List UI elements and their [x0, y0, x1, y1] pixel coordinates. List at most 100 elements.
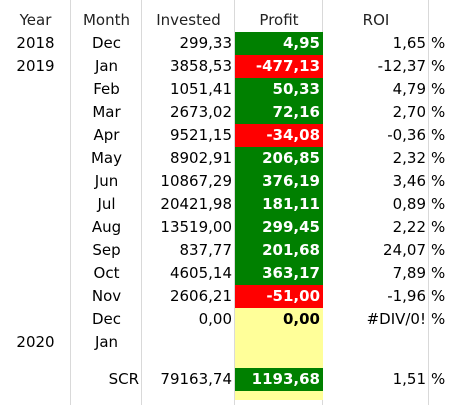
- cell-month[interactable]: May: [90, 149, 122, 167]
- summary-roi[interactable]: 1,51: [392, 370, 426, 388]
- cell-month[interactable]: Jul: [97, 195, 116, 213]
- cell-profit[interactable]: -477,13: [235, 55, 323, 78]
- cell-invested[interactable]: 3858,53: [169, 57, 232, 75]
- cell-month[interactable]: Mar: [92, 103, 121, 121]
- cell-invested[interactable]: 9521,15: [169, 126, 232, 144]
- cell-invested[interactable]: 837,77: [179, 241, 233, 259]
- cell-profit[interactable]: 376,19: [235, 170, 323, 193]
- cell-profit[interactable]: [235, 331, 323, 354]
- cell-percent-sign[interactable]: %: [431, 149, 446, 167]
- cell-percent-sign[interactable]: %: [431, 241, 446, 259]
- cell-year[interactable]: 2019: [16, 57, 55, 75]
- cell-month[interactable]: Dec: [91, 310, 122, 328]
- cell-percent-sign[interactable]: %: [431, 103, 446, 121]
- cell-percent-sign[interactable]: %: [431, 172, 446, 190]
- cell-month[interactable]: Oct: [93, 264, 120, 282]
- cell-invested[interactable]: 1051,41: [169, 80, 232, 98]
- cell-year[interactable]: [0, 285, 71, 308]
- cell-percent-sign[interactable]: %: [431, 264, 446, 282]
- cell-roi[interactable]: 0,89: [392, 195, 426, 213]
- cell-invested[interactable]: [142, 331, 235, 354]
- cell-roi[interactable]: 4,79: [392, 80, 426, 98]
- cell-invested[interactable]: 10867,29: [160, 172, 232, 190]
- cell-invested[interactable]: 299,33: [179, 34, 233, 52]
- cell-month[interactable]: Jan: [94, 57, 119, 75]
- cell-year[interactable]: [0, 239, 71, 262]
- cell-percent-sign[interactable]: %: [431, 218, 446, 236]
- cell-percent-sign[interactable]: %: [431, 126, 446, 144]
- cell-month[interactable]: Sep: [92, 241, 121, 259]
- cell-roi[interactable]: #DIV/0!: [366, 310, 426, 328]
- cell-profit[interactable]: 0,00: [235, 308, 323, 331]
- cell-roi[interactable]: 2,22: [392, 218, 426, 236]
- cell-roi[interactable]: 2,32: [392, 149, 426, 167]
- cell-year[interactable]: [0, 193, 71, 216]
- cell-profit[interactable]: 181,11: [235, 193, 323, 216]
- cell-invested[interactable]: 0,00: [198, 310, 232, 328]
- summary-label[interactable]: SCR: [108, 370, 139, 388]
- cell-month[interactable]: Jun: [94, 172, 119, 190]
- cell-month[interactable]: Feb: [93, 80, 120, 98]
- cell-roi[interactable]: 7,89: [392, 264, 426, 282]
- cell-month[interactable]: Dec: [91, 34, 122, 52]
- summary-pct[interactable]: %: [431, 370, 446, 388]
- cell-roi[interactable]: [323, 331, 429, 354]
- cell-invested[interactable]: 2606,21: [169, 287, 232, 305]
- table-row: Apr 9521,15 -34,08 -0,36%: [0, 124, 451, 147]
- cell-year[interactable]: [0, 78, 71, 101]
- cell-roi[interactable]: -1,96: [387, 287, 426, 305]
- header-year[interactable]: Year: [19, 11, 52, 29]
- cell-roi[interactable]: 3,46: [392, 172, 426, 190]
- cell-profit[interactable]: 206,85: [235, 147, 323, 170]
- cell-profit[interactable]: 4,95: [235, 32, 323, 55]
- cell-year[interactable]: [0, 262, 71, 285]
- header-profit[interactable]: Profit: [259, 11, 299, 29]
- cell-year[interactable]: 2018: [16, 34, 55, 52]
- summary-invested[interactable]: 79163,74: [160, 370, 232, 388]
- cell-percent-sign[interactable]: %: [431, 195, 446, 213]
- cell-year[interactable]: [0, 170, 71, 193]
- table-row: Nov 2606,21 -51,00 -1,96%: [0, 285, 451, 308]
- header-month[interactable]: Month: [82, 11, 130, 29]
- cell-month[interactable]: Aug: [91, 218, 122, 236]
- cell-year[interactable]: [0, 147, 71, 170]
- cell-profit[interactable]: 50,33: [235, 78, 323, 101]
- cell-percent-sign[interactable]: %: [431, 310, 446, 328]
- cell-invested[interactable]: 8902,91: [169, 149, 232, 167]
- cell-percent-sign[interactable]: %: [431, 57, 446, 75]
- cell-year[interactable]: [0, 101, 71, 124]
- cell-profit[interactable]: 299,45: [235, 216, 323, 239]
- cell-profit[interactable]: 72,16: [235, 101, 323, 124]
- cell-roi[interactable]: -0,36: [387, 126, 426, 144]
- header-invested[interactable]: Invested: [156, 11, 221, 29]
- cell-month[interactable]: Nov: [91, 287, 122, 305]
- table-row: Dec 0,00 0,00 #DIV/0!%: [0, 308, 451, 331]
- cell-year[interactable]: [0, 308, 71, 331]
- cell-percent-sign[interactable]: %: [431, 80, 446, 98]
- cell-profit[interactable]: 201,68: [235, 239, 323, 262]
- cell-year[interactable]: 2020: [16, 333, 55, 351]
- cell-profit[interactable]: 363,17: [235, 262, 323, 285]
- cell-profit[interactable]: -34,08: [235, 124, 323, 147]
- cell-month[interactable]: Apr: [93, 126, 120, 144]
- cell-percent-sign[interactable]: %: [431, 34, 446, 52]
- cell-roi[interactable]: -12,37: [377, 57, 426, 75]
- cell-roi[interactable]: 2,70: [392, 103, 426, 121]
- cell-profit[interactable]: -51,00: [235, 285, 323, 308]
- cell-month[interactable]: Jan: [94, 333, 119, 351]
- cell-invested[interactable]: 20421,98: [160, 195, 232, 213]
- table-row: Sep 837,77 201,68 24,07%: [0, 239, 451, 262]
- summary-profit[interactable]: 1193,68: [235, 368, 323, 391]
- cell-invested[interactable]: 4605,14: [169, 264, 232, 282]
- cell-invested[interactable]: 13519,00: [160, 218, 232, 236]
- cell-roi[interactable]: 24,07: [383, 241, 426, 259]
- header-roi[interactable]: ROI: [362, 11, 390, 29]
- cell-percent-sign[interactable]: [429, 331, 451, 354]
- header-row: Year Month Invested Profit ROI: [0, 9, 451, 32]
- cell-year[interactable]: [0, 216, 71, 239]
- cell-roi[interactable]: 1,65: [392, 34, 426, 52]
- cell-year[interactable]: [0, 124, 71, 147]
- cell-invested[interactable]: 2673,02: [169, 103, 232, 121]
- cell-percent-sign[interactable]: %: [431, 287, 446, 305]
